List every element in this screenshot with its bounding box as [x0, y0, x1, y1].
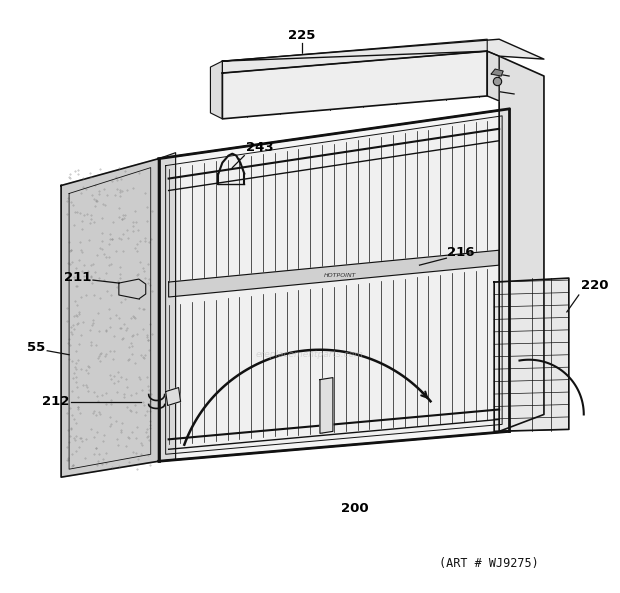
Text: 212: 212	[42, 395, 69, 408]
Text: 200: 200	[341, 502, 369, 515]
Text: 201: 201	[463, 76, 491, 90]
Polygon shape	[169, 250, 499, 297]
Polygon shape	[491, 69, 503, 76]
Text: 55: 55	[27, 341, 45, 354]
Polygon shape	[320, 378, 333, 433]
Polygon shape	[210, 61, 223, 119]
Text: 216: 216	[448, 246, 475, 259]
Text: 211: 211	[64, 270, 91, 283]
Polygon shape	[166, 388, 180, 406]
Polygon shape	[159, 152, 175, 461]
Polygon shape	[166, 116, 502, 454]
Text: (ART # WJ9275): (ART # WJ9275)	[440, 557, 539, 570]
Polygon shape	[499, 56, 544, 431]
Text: 224: 224	[455, 56, 483, 69]
Polygon shape	[223, 51, 487, 119]
Polygon shape	[61, 159, 159, 477]
Polygon shape	[119, 279, 146, 299]
Text: ereplacementparts.com: ereplacementparts.com	[256, 350, 364, 359]
Text: 243: 243	[246, 141, 274, 154]
Polygon shape	[223, 39, 544, 61]
Text: HOTPOINT: HOTPOINT	[324, 273, 356, 278]
Text: 225: 225	[288, 28, 316, 42]
Polygon shape	[223, 39, 487, 73]
Polygon shape	[494, 278, 569, 431]
Polygon shape	[159, 109, 509, 461]
Polygon shape	[487, 51, 499, 101]
Text: 220: 220	[581, 279, 608, 292]
